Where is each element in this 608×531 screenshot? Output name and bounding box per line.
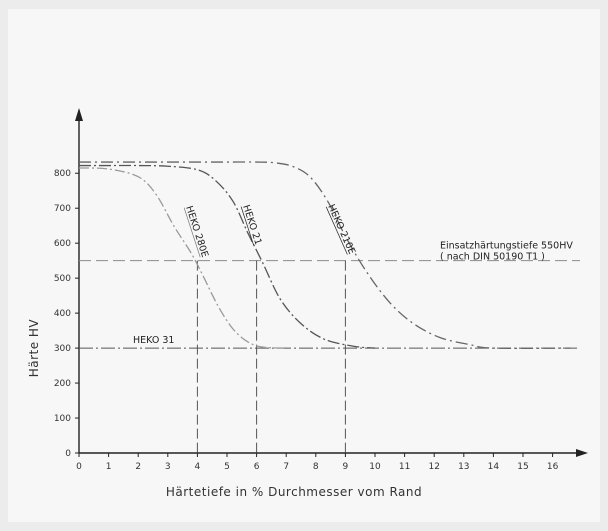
series-line-heko-21 xyxy=(79,164,376,349)
chart-panel xyxy=(8,9,600,522)
x-tick-label-7: 7 xyxy=(283,462,289,472)
x-tick-label-13: 13 xyxy=(458,462,469,472)
x-tick-label-12: 12 xyxy=(428,462,439,472)
series-label-heko-210e: HEKO 210E xyxy=(325,203,357,256)
series-label-underline-heko-280e xyxy=(183,207,201,258)
x-tick-label-8: 8 xyxy=(313,462,319,472)
y-tick-label-7: 700 xyxy=(54,204,71,214)
y-axis-label: Härte HV xyxy=(27,319,41,378)
series-line-heko-210e xyxy=(78,161,571,349)
reference-sublabel-550: ( nach DIN 50190 T1 ) xyxy=(440,252,545,263)
x-tick-label-9: 9 xyxy=(343,462,349,472)
y-tick-label-3: 300 xyxy=(54,344,71,354)
x-tick-label-3: 3 xyxy=(165,462,171,472)
y-tick-label-1: 100 xyxy=(54,414,71,424)
y-tick-label-5: 500 xyxy=(54,274,71,284)
x-tick-label-11: 11 xyxy=(399,462,410,472)
series-line-heko-280e xyxy=(78,167,287,349)
x-tick-label-10: 10 xyxy=(369,462,381,472)
x-tick-label-14: 14 xyxy=(488,462,500,472)
series-label-underline-heko-210e xyxy=(325,206,348,255)
y-tick-label-8: 800 xyxy=(54,169,71,179)
x-tick-label-0: 0 xyxy=(76,462,82,472)
x-axis-arrow xyxy=(576,449,588,457)
x-axis-label: Härtetiefe in % Durchmesser vom Rand xyxy=(166,485,422,499)
series-label-heko-31: HEKO 31 xyxy=(133,335,174,346)
y-tick-label-6: 600 xyxy=(54,239,71,249)
series-label-underline-heko-21 xyxy=(240,206,254,246)
x-tick-label-4: 4 xyxy=(195,462,201,472)
x-tick-label-6: 6 xyxy=(254,462,260,472)
x-tick-label-15: 15 xyxy=(517,462,528,472)
x-tick-label-16: 16 xyxy=(547,462,559,472)
x-tick-label-1: 1 xyxy=(106,462,112,472)
series-label-heko-280e: HEKO 280E xyxy=(183,205,210,259)
y-axis-arrow xyxy=(75,108,83,121)
y-tick-label-2: 200 xyxy=(54,379,71,389)
y-tick-label-4: 400 xyxy=(54,309,71,319)
x-tick-label-2: 2 xyxy=(135,462,141,472)
reference-label-550: Einsatzhärtungstiefe 550HV xyxy=(440,241,573,252)
x-tick-label-5: 5 xyxy=(224,462,230,472)
y-tick-label-0: 0 xyxy=(65,449,71,459)
